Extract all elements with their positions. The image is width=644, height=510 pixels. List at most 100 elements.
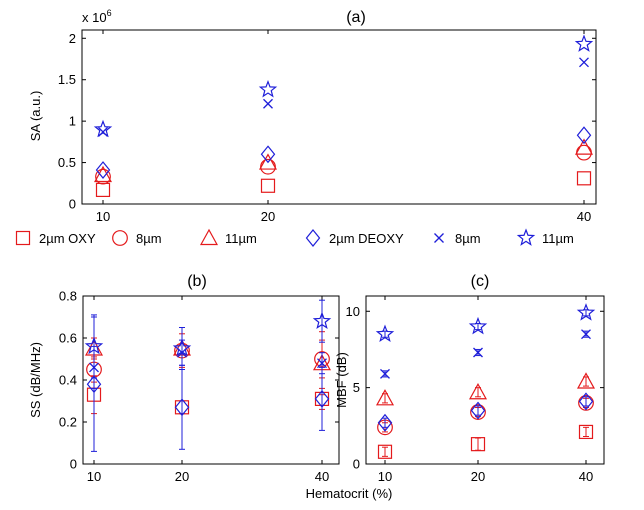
error-bar [382,417,388,428]
data-point-star [468,316,488,335]
data-point-triangle [93,165,113,183]
x-tick-label: 20 [471,469,485,484]
data-point-diamond [314,389,330,408]
data-point-circle [576,144,592,161]
legend-label: 2µm OXY [39,231,96,246]
data-point-circle [95,168,111,185]
data-point-diamond [174,398,190,417]
data-point-diamond [95,161,111,179]
panel-a-axes: 0 0.5 1 1.5 2 10 20 40 [58,30,596,224]
y-tick-label: 0.6 [59,331,77,346]
panel-b-marks [84,299,332,452]
data-point-x [579,57,589,68]
legend: 2µm OXY 8µm 11µm 2µm DEOXY 8µm 11µm [15,228,574,247]
data-point-x [581,329,591,340]
y-tick-label: 0.8 [59,289,77,304]
data-point-triangle [468,382,488,400]
legend-marker-triangle [199,228,219,246]
data-point-star [258,79,278,98]
error-bar [583,426,589,438]
panel-a-marks [93,34,594,198]
panel-a-title: (a) [346,9,366,26]
y-tick-label: 0 [70,457,77,472]
legend-label: 11µm [225,231,257,246]
legend-item: 2µm OXY [15,230,96,246]
data-point-diamond [260,145,276,164]
data-point-triangle [258,153,278,170]
data-point-x [263,98,273,109]
data-point-star [172,338,192,357]
legend-item: 11µm [199,228,257,246]
y-tick-label: 5 [353,380,360,395]
legend-label: 11µm [542,231,574,246]
y-tick-label: 1 [69,114,76,129]
panel-c-title: (c) [471,273,490,290]
data-point-x [473,347,483,358]
legend-label: 2µm DEOXY [329,231,404,246]
data-point-star [375,324,395,343]
y-tick-label: 2 [69,31,76,46]
data-point-x [317,358,327,369]
data-point-star [574,34,594,52]
data-point-triangle [576,372,596,389]
x-tick-label: 40 [577,209,591,224]
data-point-square [377,444,393,459]
data-point-star [576,303,596,321]
error-bar [475,405,481,416]
legend-marker-circle [112,230,128,246]
data-point-star [84,336,104,355]
x-tick-label: 40 [315,469,329,484]
error-bar [583,309,589,317]
panel-b: (b) SS (dB/MHz) 0 0.2 0.4 0.6 0.8 10 20 40 [28,273,340,484]
legend-label: 8µm [136,231,162,246]
y-tick-label: 0.4 [59,373,77,388]
x-tick-label: 20 [261,209,275,224]
panel-a-ylabel: SA (a.u.) [28,91,43,142]
y-tick-label: 1.5 [58,72,76,87]
panel-a: (a) x 106 SA (a.u.) 0 0.5 1 1.5 2 10 20 40 [28,8,597,224]
panel-b-frame [82,295,340,465]
data-point-diamond [377,413,393,432]
data-point-triangle [375,389,395,406]
data-point-diamond [578,392,594,411]
legend-item: 8µm [434,231,481,246]
panel-a-multiplier: x 106 [82,8,112,25]
y-tick-label: 0.2 [59,415,77,430]
panel-b-title: (b) [187,273,207,290]
x-tick-label: 40 [579,469,593,484]
panel-c: (c) MBF (dB) 0 5 10 10 20 40 [334,273,605,484]
legend-marker-star [516,228,536,246]
legend-label: 8µm [455,231,481,246]
y-tick-label: 0 [69,197,76,212]
panel-c-ylabel: MBF (dB) [334,352,349,408]
error-bar [475,322,481,331]
data-point-diamond [86,375,102,394]
legend-item: 8µm [112,230,162,246]
error-bar [319,299,325,343]
error-bar [382,446,388,457]
data-point-star [93,119,113,138]
y-tick-label: 0 [353,457,360,472]
error-bar [319,366,325,431]
legend-item: 11µm [516,228,574,246]
legend-marker-x [434,233,444,243]
shared-xlabel: Hematocrit (%) [306,486,393,501]
error-bar [179,327,185,370]
y-tick-label: 0.5 [58,155,76,170]
data-point-square [576,171,592,186]
y-tick-label: 10 [346,304,360,319]
x-tick-label: 10 [87,469,101,484]
x-tick-label: 10 [378,469,392,484]
data-point-diamond [576,126,592,145]
panel-c-marks [375,303,596,459]
data-point-square [260,178,276,193]
data-point-x [380,368,390,379]
data-point-triangle [574,138,594,155]
legend-marker-diamond [305,229,321,247]
legend-marker-square [15,230,31,246]
data-point-square [95,182,111,198]
x-tick-label: 10 [96,209,110,224]
panel-c-frame [365,295,605,465]
panel-b-ylabel: SS (dB/MHz) [28,342,43,418]
